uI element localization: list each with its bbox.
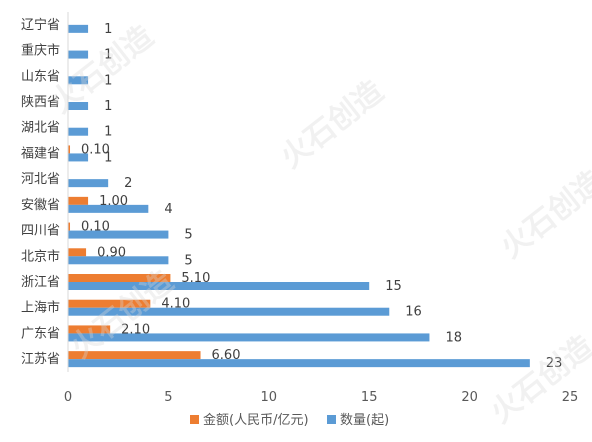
legend-label-count: 数量(起) [340,413,389,428]
count-data-label: 1 [104,48,112,63]
category-label: 河北省 [21,172,60,187]
data-labels: 111110.10121.0040.1050.9055.10154.10162.… [81,22,562,371]
amount-data-label: 4.10 [161,297,190,312]
amount-bar [68,325,111,334]
bars-layer [68,24,530,368]
legend-swatch-amount [190,415,199,424]
count-data-label: 1 [104,125,112,140]
count-bar [68,127,89,136]
count-bar [68,359,530,368]
category-label: 上海市 [21,300,60,316]
count-bar [68,24,89,33]
category-label: 北京市 [21,248,60,264]
x-tick-label: 20 [461,390,478,405]
x-tick-label: 0 [64,390,72,405]
count-data-label: 2 [124,176,132,191]
category-label: 重庆市 [21,43,60,59]
amount-data-label: 0.90 [97,245,126,260]
amount-bar [68,196,89,205]
category-label: 广东省 [21,326,60,341]
amount-data-label: 6.60 [212,348,241,363]
amount-data-label: 1.00 [99,194,128,209]
count-data-label: 1 [104,22,112,37]
count-bar [68,256,169,265]
x-tick-label: 25 [562,390,579,405]
count-data-label: 1 [104,150,112,165]
category-label: 四川省 [21,224,60,239]
category-label: 福建省 [21,146,60,161]
count-data-label: 1 [104,73,112,88]
category-label: 湖北省 [21,121,60,136]
count-bar [68,76,89,85]
count-bar [68,333,430,342]
amount-bar [68,351,201,360]
amount-data-label: 0.10 [81,142,110,157]
category-labels: 辽宁省重庆市山东省陕西省湖北省福建省河北省安徽省四川省北京市浙江省上海市广东省江… [21,17,60,367]
count-data-label: 5 [184,228,192,243]
category-label: 陕西省 [21,95,60,110]
legend: 金额(人民币/亿元) 数量(起) [190,412,389,428]
count-data-label: 1 [104,99,112,114]
x-tick-labels: 0 5 10 15 20 25 [64,390,578,405]
count-bar [68,50,89,59]
category-label: 浙江省 [21,275,60,290]
count-bar [68,307,390,316]
amount-data-label: 2.10 [121,322,150,337]
count-bar [68,230,169,239]
amount-bar [68,222,71,231]
x-tick-label: 5 [164,390,172,405]
category-label: 江苏省 [21,351,60,367]
count-data-label: 18 [445,330,462,345]
count-bar [68,179,109,188]
category-label: 辽宁省 [21,17,60,33]
legend-label-amount: 金额(人民币/亿元) [203,412,309,428]
category-label: 安徽省 [21,198,60,213]
amount-data-label: 5.10 [181,271,210,286]
x-tick-label: 15 [361,390,378,405]
amount-bar [68,299,151,308]
count-bar [68,204,149,213]
amount-data-label: 0.10 [81,220,110,235]
category-label: 山东省 [21,69,60,84]
legend-swatch-count [327,415,336,424]
count-bar [68,153,89,162]
count-data-label: 23 [546,356,563,371]
count-data-label: 4 [164,202,172,217]
x-tick-label: 10 [261,390,278,405]
amount-bar [68,248,87,257]
count-bar [68,282,370,290]
amount-bar [68,145,71,154]
count-data-label: 5 [184,253,192,268]
count-data-label: 15 [385,279,402,294]
count-bar [68,102,89,110]
count-data-label: 16 [405,305,422,320]
amount-bar [68,274,171,282]
